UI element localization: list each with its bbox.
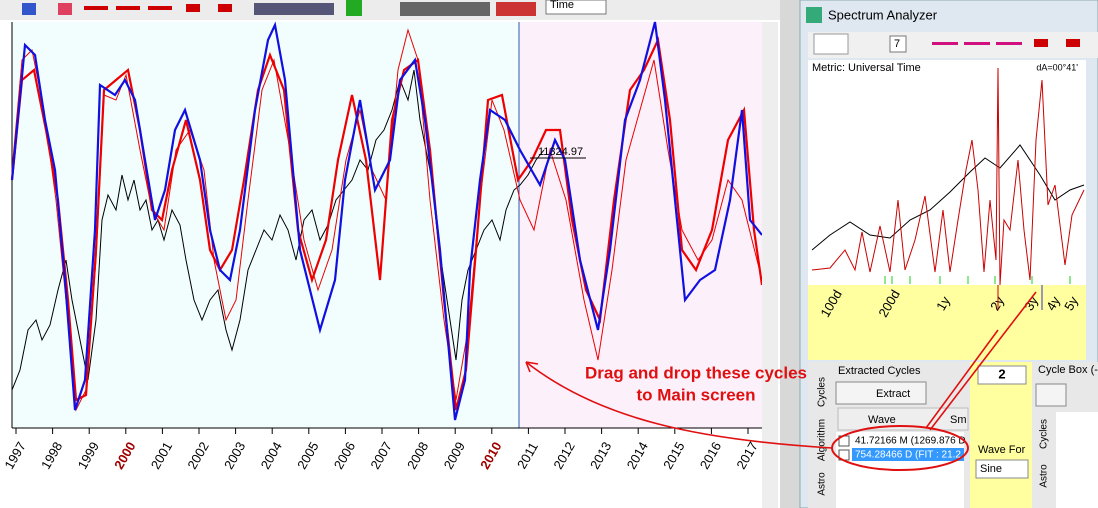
- extract-button[interactable]: [835, 381, 927, 405]
- arrow: [525, 361, 833, 449]
- wave-form-label: Wave For: [978, 444, 1026, 456]
- window-title: Spectrum Analyzer: [828, 7, 938, 22]
- price-label: 11324.97: [538, 146, 583, 158]
- cycle-box-area: [1056, 412, 1098, 508]
- side-tab: Astro: [817, 472, 828, 496]
- cycle-item: 754.28466 D (FIT : 21.2: [855, 450, 961, 461]
- delta-label: dA=00°41': [1036, 62, 1078, 72]
- column-header: [837, 407, 969, 431]
- arrow: [925, 291, 1037, 431]
- count-panel: [970, 362, 1032, 508]
- app-icon: [806, 7, 822, 23]
- cycle-fit-thin: [11, 28, 763, 412]
- arrow-head: [525, 361, 539, 373]
- side-tab: Algorithm: [817, 419, 828, 461]
- zoom-value: 7: [894, 38, 900, 50]
- side-tab: Cycles: [817, 377, 828, 407]
- toolbar-icons: [22, 0, 536, 16]
- extracted-title: Extracted Cycles: [838, 365, 921, 377]
- column-sm: Sm: [950, 414, 967, 426]
- annotation: Drag and drop these cycles: [585, 363, 807, 382]
- cycle-blue: [10, 21, 763, 421]
- annotation: to Main screen: [636, 385, 755, 404]
- scroll-area: [762, 22, 778, 508]
- phase-ticks: [884, 276, 1071, 284]
- spectrum-plot: [808, 60, 1086, 285]
- forecast-area: [519, 22, 762, 428]
- spectrum-toolbar-icons: [932, 39, 1080, 47]
- wave-select[interactable]: [975, 459, 1029, 479]
- side-tab: Astro: [1039, 464, 1050, 488]
- wave-select-label: Sine: [980, 463, 1002, 475]
- cycle-box-title: Cycle Box (->: [1038, 364, 1098, 376]
- count-box: [977, 365, 1027, 385]
- remove-button[interactable]: [1035, 383, 1067, 407]
- period-axis: [808, 285, 1086, 360]
- side-tab: Cycles: [1039, 419, 1050, 449]
- cycle-red: [10, 36, 764, 411]
- zoom-input[interactable]: [889, 35, 907, 53]
- cycle-item: 41.72166 M (1269.876 D: [855, 436, 966, 447]
- count-value: 2: [998, 366, 1005, 381]
- selected-row: [852, 448, 964, 461]
- cross-button[interactable]: [813, 33, 849, 55]
- metric-label: Metric: Universal Time: [812, 62, 921, 74]
- price-line: [11, 69, 545, 391]
- extract-label: Extract: [876, 388, 910, 400]
- spectrum-curve: [811, 67, 1085, 286]
- time-select[interactable]: [545, 0, 607, 15]
- column-wave: Wave: [868, 414, 896, 426]
- time-select-label: Time: [550, 0, 574, 11]
